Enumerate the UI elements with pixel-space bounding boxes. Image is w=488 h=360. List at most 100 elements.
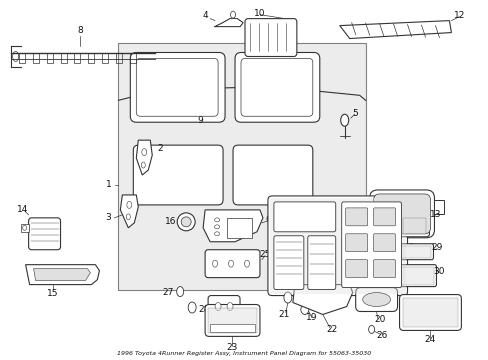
Text: 11: 11 <box>403 243 414 252</box>
Polygon shape <box>292 285 352 315</box>
Polygon shape <box>25 265 99 285</box>
Polygon shape <box>136 140 152 175</box>
Text: 27: 27 <box>162 288 174 297</box>
FancyBboxPatch shape <box>345 260 367 278</box>
Bar <box>396 267 433 285</box>
Ellipse shape <box>126 201 132 208</box>
Text: 13: 13 <box>429 210 440 219</box>
Ellipse shape <box>244 260 249 267</box>
Text: 25: 25 <box>259 250 270 259</box>
Text: 30: 30 <box>433 267 444 276</box>
FancyBboxPatch shape <box>208 296 240 318</box>
FancyBboxPatch shape <box>355 288 397 311</box>
Ellipse shape <box>188 302 196 313</box>
FancyBboxPatch shape <box>233 145 312 205</box>
FancyBboxPatch shape <box>267 196 407 296</box>
Bar <box>226 218 251 238</box>
Text: 18: 18 <box>351 265 363 274</box>
Text: 15: 15 <box>47 289 58 298</box>
Polygon shape <box>215 19 243 27</box>
Ellipse shape <box>176 287 183 297</box>
Text: 17: 17 <box>411 210 423 219</box>
Ellipse shape <box>335 255 344 266</box>
Text: 7: 7 <box>351 260 357 269</box>
FancyBboxPatch shape <box>307 236 335 289</box>
FancyBboxPatch shape <box>373 194 429 234</box>
Polygon shape <box>34 269 90 280</box>
Bar <box>399 246 430 258</box>
Text: 20: 20 <box>373 315 385 324</box>
Text: 31: 31 <box>210 318 222 327</box>
Ellipse shape <box>212 260 217 267</box>
Text: 3: 3 <box>105 213 111 222</box>
Text: 10: 10 <box>254 9 265 18</box>
Text: 16: 16 <box>164 217 176 226</box>
FancyBboxPatch shape <box>397 244 432 260</box>
Text: 26: 26 <box>375 331 386 340</box>
Bar <box>269 198 405 293</box>
Bar <box>357 200 369 214</box>
Text: 19: 19 <box>305 313 317 322</box>
Bar <box>118 42 365 289</box>
Text: 9: 9 <box>197 116 203 125</box>
FancyBboxPatch shape <box>399 215 428 237</box>
Bar <box>20 224 29 232</box>
FancyBboxPatch shape <box>369 190 433 238</box>
Text: 4: 4 <box>202 11 207 20</box>
Text: 1: 1 <box>105 180 111 189</box>
FancyBboxPatch shape <box>373 260 395 278</box>
FancyBboxPatch shape <box>133 145 223 205</box>
Text: 22: 22 <box>325 325 337 334</box>
Text: 29: 29 <box>431 243 442 252</box>
Bar <box>402 218 426 234</box>
FancyBboxPatch shape <box>235 53 319 122</box>
Text: 6: 6 <box>264 215 270 224</box>
Ellipse shape <box>22 225 26 230</box>
FancyBboxPatch shape <box>345 208 367 226</box>
Polygon shape <box>120 195 138 228</box>
Text: 28: 28 <box>198 305 209 314</box>
Ellipse shape <box>362 293 390 306</box>
Text: 5: 5 <box>351 109 357 118</box>
Text: 24: 24 <box>424 335 435 344</box>
FancyBboxPatch shape <box>273 236 303 289</box>
Text: 23: 23 <box>226 343 237 352</box>
Polygon shape <box>203 210 263 242</box>
Text: 2: 2 <box>157 144 163 153</box>
Bar <box>208 307 256 333</box>
FancyBboxPatch shape <box>204 305 260 336</box>
FancyBboxPatch shape <box>373 234 395 252</box>
FancyBboxPatch shape <box>399 294 461 330</box>
FancyBboxPatch shape <box>204 250 260 278</box>
Ellipse shape <box>181 217 191 227</box>
FancyBboxPatch shape <box>345 234 367 252</box>
FancyBboxPatch shape <box>130 53 224 122</box>
Ellipse shape <box>141 162 145 168</box>
Ellipse shape <box>335 267 344 278</box>
Bar <box>210 324 254 332</box>
Ellipse shape <box>215 302 221 310</box>
Ellipse shape <box>284 292 291 303</box>
Ellipse shape <box>214 218 219 222</box>
FancyBboxPatch shape <box>29 218 61 250</box>
Ellipse shape <box>300 305 308 315</box>
Bar <box>433 200 444 214</box>
FancyBboxPatch shape <box>341 202 401 288</box>
Ellipse shape <box>368 325 374 333</box>
Text: 8: 8 <box>78 26 83 35</box>
Ellipse shape <box>226 302 233 310</box>
Ellipse shape <box>126 214 130 220</box>
Bar <box>402 298 457 328</box>
Ellipse shape <box>142 149 146 156</box>
Ellipse shape <box>230 11 235 18</box>
FancyBboxPatch shape <box>273 202 335 232</box>
Text: 14: 14 <box>17 206 28 215</box>
FancyBboxPatch shape <box>394 265 436 287</box>
Text: 1996 Toyota 4Runner Register Assy, Instrument Panel Diagram for 55063-35030: 1996 Toyota 4Runner Register Assy, Instr… <box>117 351 370 356</box>
Ellipse shape <box>228 260 233 267</box>
Ellipse shape <box>335 243 344 254</box>
FancyBboxPatch shape <box>244 19 296 57</box>
Text: 21: 21 <box>278 310 289 319</box>
Ellipse shape <box>214 225 219 229</box>
Ellipse shape <box>335 219 344 230</box>
